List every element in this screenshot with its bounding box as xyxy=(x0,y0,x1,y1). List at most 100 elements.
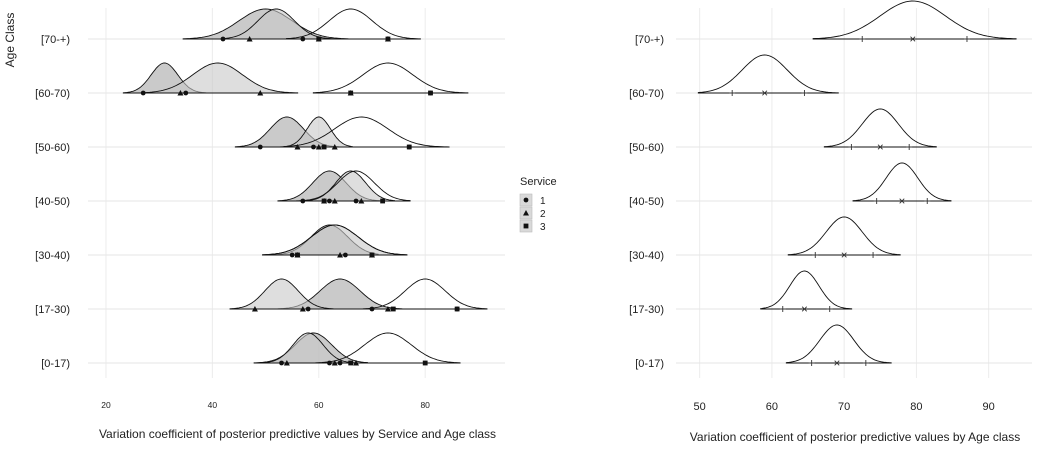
left-data-point xyxy=(315,144,322,150)
right-density-ridge xyxy=(785,324,892,364)
left-data-point xyxy=(140,90,146,96)
left-data-point xyxy=(384,306,391,312)
right-data-point xyxy=(870,252,877,258)
left-data-point xyxy=(353,198,359,204)
right-data-point xyxy=(899,198,905,204)
right-data-point xyxy=(812,252,819,258)
left-data-point xyxy=(300,198,306,204)
left-density-ridge xyxy=(296,170,411,202)
legend-title: Service xyxy=(520,176,557,188)
left-data-point xyxy=(331,144,338,150)
left-data-point xyxy=(327,360,332,366)
left-data-point xyxy=(428,90,433,96)
left-data-point xyxy=(331,360,338,366)
left-data-point xyxy=(337,252,344,258)
right-category-label: [60-70) xyxy=(629,88,664,100)
left-data-point xyxy=(183,90,189,96)
left-density-ridge xyxy=(142,62,299,94)
left-data-point xyxy=(348,90,354,96)
right-data-point xyxy=(808,360,815,366)
right-x-tick-label: 70 xyxy=(838,401,850,413)
left-category-label: [50-60) xyxy=(35,142,70,154)
left-data-point xyxy=(299,306,306,312)
right-data-point xyxy=(826,306,833,312)
left-x-axis-title: Variation coefficient of posterior predi… xyxy=(99,427,496,441)
left-data-point xyxy=(257,144,263,150)
left-density-ridge xyxy=(301,170,395,202)
left-data-point xyxy=(348,360,354,366)
right-x-axis-title: Variation coefficient of posterior predi… xyxy=(690,430,1020,444)
left-x-tick-label: 20 xyxy=(101,400,111,410)
left-data-point xyxy=(331,198,338,204)
left-data-point xyxy=(422,360,428,366)
left-data-point xyxy=(369,252,375,258)
left-density-ridge xyxy=(315,332,461,364)
left-data-point xyxy=(321,144,327,150)
left-data-point xyxy=(305,306,311,312)
service-legend: Service 1 2 3 xyxy=(519,176,557,233)
left-data-point xyxy=(300,36,306,42)
right-data-point xyxy=(801,90,808,96)
right-data-point xyxy=(841,252,847,258)
legend-marker-square xyxy=(523,223,529,229)
legend-label: 2 xyxy=(540,209,546,220)
left-data-point xyxy=(406,144,412,150)
right-data-point xyxy=(729,90,736,96)
right-x-tick-label: 60 xyxy=(766,401,778,413)
left-x-tick-label: 80 xyxy=(420,400,430,410)
right-category-label: [30-40) xyxy=(629,250,664,262)
left-category-label: [30-40) xyxy=(35,250,70,262)
left-data-point xyxy=(380,198,386,204)
right-x-tick-label: 80 xyxy=(910,401,922,413)
left-data-point xyxy=(295,252,300,258)
left-data-point xyxy=(246,36,253,42)
legend-label: 1 xyxy=(540,196,546,207)
left-density-ridge xyxy=(279,116,353,148)
right-data-point xyxy=(862,360,869,366)
right-panel: [0-17) [17-30) [30-40) [40-50) [50-60) [60-70… xyxy=(629,0,1032,444)
legend-marker-circle xyxy=(523,197,529,203)
right-category-label: [17-30) xyxy=(629,304,664,316)
left-x-tick-label: 40 xyxy=(208,400,218,410)
right-data-point xyxy=(834,360,840,366)
left-category-label: [17-30) xyxy=(35,304,70,316)
left-density-ridge xyxy=(312,62,469,94)
left-data-point xyxy=(177,90,184,96)
left-data-point xyxy=(294,144,301,150)
left-density-ridge xyxy=(262,224,408,256)
right-category-label: [70-+) xyxy=(635,34,664,46)
left-data-point xyxy=(321,198,327,204)
right-category-label: [0-17) xyxy=(635,358,664,370)
right-data-point xyxy=(801,306,808,312)
left-data-point xyxy=(454,306,460,312)
right-density-ridge xyxy=(812,0,1017,40)
left-density-ridge xyxy=(262,224,408,256)
left-density-ridge xyxy=(285,8,421,40)
left-data-point xyxy=(251,306,258,312)
right-data-point xyxy=(859,36,866,42)
right-x-tick-label: 90 xyxy=(983,401,995,413)
right-data-point xyxy=(906,144,913,150)
right-data-point xyxy=(910,36,916,42)
right-density-ridge xyxy=(760,270,853,310)
left-data-point xyxy=(337,360,343,366)
left-data-point xyxy=(316,36,322,42)
left-data-point xyxy=(353,360,360,366)
left-data-point xyxy=(279,360,284,366)
right-data-point xyxy=(762,90,768,96)
left-category-label: [70-+) xyxy=(41,34,70,46)
left-data-point xyxy=(358,198,365,204)
left-data-point xyxy=(311,144,316,150)
left-density-ridge xyxy=(283,116,450,148)
left-x-tick-label: 60 xyxy=(314,400,324,410)
left-data-point xyxy=(220,36,226,42)
left-data-point xyxy=(283,360,290,366)
right-data-point xyxy=(779,306,786,312)
left-y-axis-title: Age Class xyxy=(3,13,17,68)
right-x-tick-label: 50 xyxy=(694,401,706,413)
left-category-label: [60-70) xyxy=(35,88,70,100)
right-data-point xyxy=(924,198,931,204)
right-category-label: [50-60) xyxy=(629,142,664,154)
